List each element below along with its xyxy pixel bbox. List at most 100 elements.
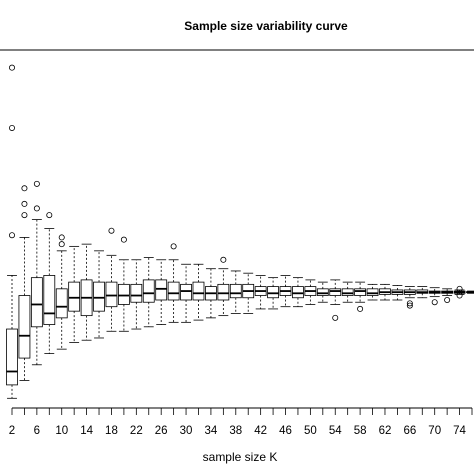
- x-tick-label: 50: [304, 425, 317, 437]
- x-tick-label: 14: [80, 425, 93, 437]
- box-k30: [180, 283, 192, 301]
- x-tick-label: 46: [279, 425, 292, 437]
- box-group-k74: [453, 285, 466, 299]
- box-k52: [316, 288, 329, 296]
- x-axis-label: sample size K: [203, 450, 278, 464]
- outlier-point: [456, 292, 463, 299]
- x-tick-label: 18: [105, 425, 118, 437]
- box-k48: [292, 286, 304, 299]
- box-k16: [93, 281, 105, 312]
- outlier-point: [8, 124, 15, 131]
- outlier-point: [431, 299, 438, 306]
- box-group-k24: [142, 257, 155, 328]
- outlier-point: [406, 300, 413, 307]
- box-k28: [167, 281, 180, 301]
- box-group-k42: [254, 275, 267, 310]
- x-tick-label: 62: [379, 425, 392, 437]
- box-group-k18: [105, 227, 118, 332]
- box-group-k68: [416, 286, 429, 299]
- x-tick-label: 54: [329, 425, 342, 437]
- box-k8: [43, 275, 56, 325]
- x-tick-label: 6: [34, 425, 40, 437]
- outlier-point: [21, 212, 28, 219]
- x-tick-label: 22: [130, 425, 143, 437]
- box-group-k16: [93, 250, 105, 339]
- box-group-k8: [43, 212, 56, 355]
- outlier-point: [220, 256, 227, 263]
- box-k38: [229, 283, 242, 299]
- box-group-k30: [180, 263, 192, 323]
- box-k18: [105, 281, 118, 308]
- outlier-point: [170, 243, 177, 250]
- outlier-point: [444, 296, 451, 303]
- outlier-point: [120, 236, 127, 243]
- x-tick-label: 2: [9, 425, 15, 437]
- box-group-k2: [6, 64, 18, 399]
- box-k24: [142, 279, 155, 303]
- box-group-k14: [80, 243, 93, 341]
- box-group-k34: [205, 268, 217, 319]
- box-k44: [267, 286, 279, 299]
- x-axis: 2 6 10 14 18 22 26 30 34 38 42 46 50 54 58 62 66 70 74: [9, 407, 473, 437]
- box-group-k22: [130, 259, 143, 330]
- box-group-k52: [316, 281, 329, 303]
- box-group-k40: [242, 272, 255, 314]
- box-k58: [354, 288, 367, 296]
- box-group-k62: [379, 283, 391, 301]
- x-tick-label: 30: [180, 425, 193, 437]
- outlier-point: [8, 232, 15, 239]
- box-group-k10: [55, 234, 68, 350]
- box-group-k48: [292, 277, 304, 308]
- box-k54: [329, 288, 342, 296]
- x-tick-label: 58: [354, 425, 367, 437]
- outlier-point: [58, 234, 65, 241]
- box-k36: [217, 283, 230, 301]
- box-k26: [155, 279, 168, 301]
- box-group-k54: [329, 279, 342, 321]
- outlier-point: [46, 212, 53, 219]
- outlier-point: [406, 302, 413, 309]
- x-tick-label: 74: [453, 425, 466, 437]
- box-group-k46: [279, 275, 292, 308]
- outlier-point: [456, 285, 463, 292]
- box-group-k20: [117, 236, 130, 332]
- outlier-point: [21, 200, 28, 207]
- box-k32: [192, 281, 205, 301]
- box-group-k50: [304, 279, 317, 305]
- box-k56: [341, 288, 354, 296]
- box-group-k66: [403, 286, 416, 309]
- box-group-k36: [217, 256, 230, 317]
- x-tick-label: 10: [55, 425, 68, 437]
- box-group-k64: [391, 285, 404, 301]
- outlier-point: [58, 241, 65, 248]
- outlier-point: [33, 180, 40, 187]
- box-group-k76: [466, 290, 474, 294]
- outlier-point: [108, 227, 115, 234]
- boxes-layer: [6, 64, 474, 399]
- outlier-point: [332, 314, 339, 321]
- box-group-k56: [341, 281, 354, 303]
- box-k12: [68, 281, 81, 312]
- x-tick-label: 26: [155, 425, 168, 437]
- box-group-k4: [18, 185, 31, 381]
- x-tick-label: 42: [254, 425, 267, 437]
- box-k20: [117, 283, 130, 305]
- box-k4: [18, 295, 31, 359]
- outlier-point: [8, 64, 15, 71]
- box-group-k60: [366, 283, 379, 301]
- box-group-k72: [441, 288, 454, 303]
- box-k6: [30, 277, 43, 328]
- box-group-k44: [267, 277, 279, 310]
- box-group-k32: [192, 263, 205, 321]
- x-tick-label: 70: [428, 425, 441, 437]
- x-tick-label: 38: [229, 425, 242, 437]
- outlier-point: [21, 185, 28, 192]
- box-group-k38: [229, 270, 242, 314]
- box-k2: [6, 328, 18, 386]
- box-group-k12: [68, 245, 81, 343]
- box-k60: [366, 288, 379, 296]
- x-tick-label: 34: [205, 425, 218, 437]
- box-group-k58: [354, 281, 367, 312]
- outlier-point: [357, 305, 364, 312]
